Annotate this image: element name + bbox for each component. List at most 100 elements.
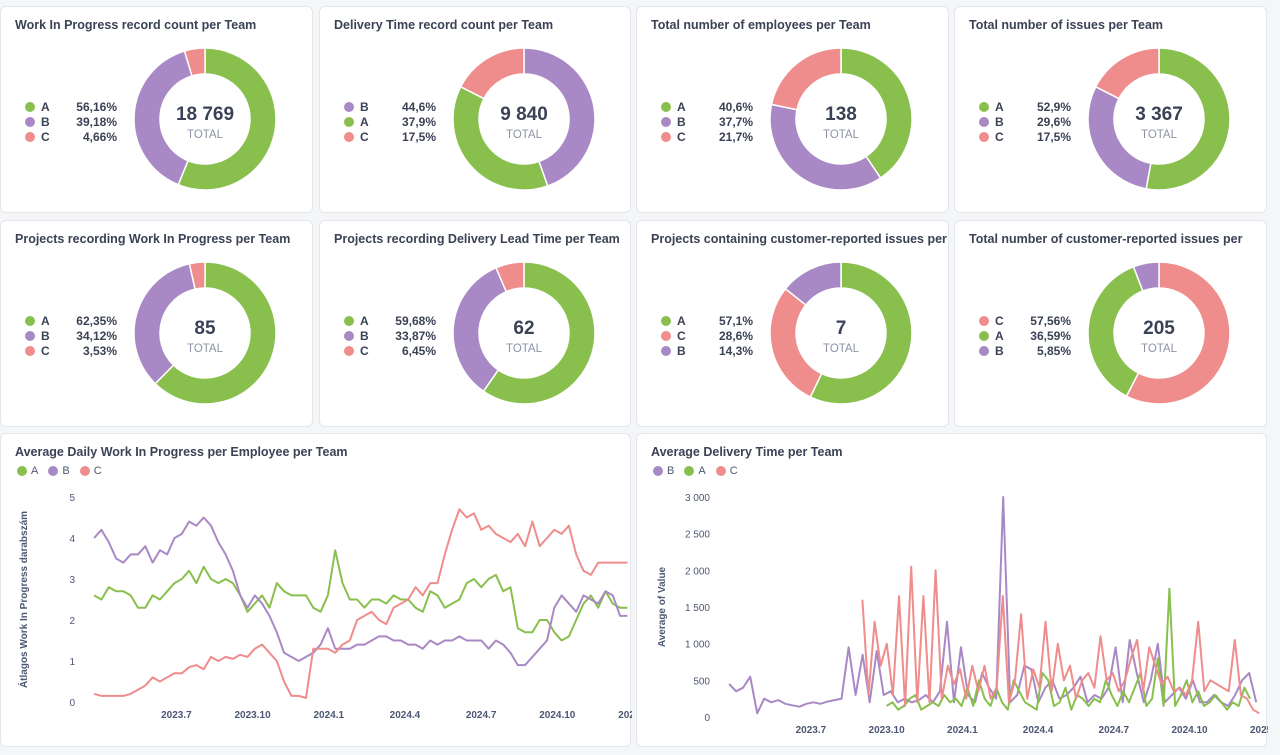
legend-dot bbox=[661, 101, 671, 112]
donut-title: Projects recording Delivery Lead Time pe… bbox=[334, 232, 620, 246]
legend-label: A bbox=[41, 313, 50, 328]
legend-pct: 44,6% bbox=[401, 99, 436, 114]
legend-item[interactable]: B 29,6% bbox=[979, 114, 1071, 129]
legend-item[interactable]: C 17,5% bbox=[344, 129, 436, 144]
donut-slice-a[interactable] bbox=[482, 261, 596, 405]
legend-item[interactable]: A 36,59% bbox=[979, 328, 1071, 343]
legend-label: C bbox=[41, 343, 50, 358]
donut-slice-c[interactable] bbox=[188, 261, 206, 290]
donut-slice-c[interactable] bbox=[769, 287, 823, 399]
y-tick-label: 1 bbox=[69, 657, 75, 668]
donut-slice-a[interactable] bbox=[809, 261, 913, 405]
legend-item[interactable]: A 56,16% bbox=[25, 99, 117, 114]
legend-item[interactable]: B 37,7% bbox=[661, 114, 753, 129]
x-tick-label: 2024.10 bbox=[1171, 725, 1208, 736]
legend-item[interactable]: B 5,85% bbox=[979, 343, 1071, 358]
legend-item-c[interactable]: C bbox=[79, 465, 102, 477]
donut-chart: 85 TOTAL bbox=[133, 261, 277, 405]
donut-total-label: TOTAL bbox=[187, 343, 224, 355]
legend-dot bbox=[979, 116, 989, 127]
legend-item-a[interactable]: A bbox=[684, 465, 706, 477]
donut-card: Delivery Time record count per Team B 44,6… bbox=[319, 6, 631, 213]
legend-label: B bbox=[360, 99, 369, 114]
delivery-line-card: Average Delivery Time per Team B A C 0 50… bbox=[636, 433, 1268, 747]
legend-item-c[interactable]: C bbox=[715, 465, 738, 477]
legend-label: B bbox=[41, 328, 50, 343]
series-line-c[interactable] bbox=[861, 565, 1260, 715]
donut-slice-a[interactable] bbox=[177, 47, 277, 191]
legend-item[interactable]: B 44,6% bbox=[344, 99, 436, 114]
legend-item[interactable]: B 34,12% bbox=[25, 328, 117, 343]
series-line-a[interactable] bbox=[93, 549, 628, 642]
donut-legend: C 57,56% A 36,59% B 5,85% bbox=[979, 313, 1071, 358]
donut-slice-a[interactable] bbox=[1145, 47, 1231, 191]
donut-slice-c[interactable] bbox=[495, 261, 525, 293]
wip-line-title: Average Daily Work In Progress per Emplo… bbox=[15, 445, 348, 459]
legend-item[interactable]: A 52,9% bbox=[979, 99, 1071, 114]
legend-dot bbox=[25, 345, 35, 356]
series-line-b[interactable] bbox=[93, 516, 628, 667]
donut-slice-b[interactable] bbox=[1132, 261, 1160, 292]
donut-total-value: 62 bbox=[513, 318, 534, 339]
donut-card: Total number of issues per Team A 52,9% B 29… bbox=[954, 6, 1267, 213]
legend-dot bbox=[344, 345, 354, 356]
donut-title: Projects containing customer-reported is… bbox=[651, 232, 947, 246]
legend-dot bbox=[344, 116, 354, 127]
donut-slice-a[interactable] bbox=[1087, 265, 1144, 398]
donut-slice-a[interactable] bbox=[154, 261, 277, 405]
legend-item[interactable]: A 40,6% bbox=[661, 99, 753, 114]
legend-item[interactable]: C 6,45% bbox=[344, 343, 436, 358]
legend-dot bbox=[979, 330, 989, 341]
legend-item[interactable]: C 4,66% bbox=[25, 129, 117, 144]
legend-item[interactable]: C 57,56% bbox=[979, 313, 1071, 328]
donut-total-label: TOTAL bbox=[1141, 129, 1178, 141]
legend-item[interactable]: C 3,53% bbox=[25, 343, 117, 358]
donut-chart: 62 TOTAL bbox=[452, 261, 596, 405]
legend-item[interactable]: C 17,5% bbox=[979, 129, 1071, 144]
legend-item[interactable]: A 37,9% bbox=[344, 114, 436, 129]
legend-item[interactable]: B 39,18% bbox=[25, 114, 117, 129]
legend-item[interactable]: B 33,87% bbox=[344, 328, 436, 343]
donut-slice-c[interactable] bbox=[183, 47, 206, 77]
legend-label: C bbox=[41, 129, 50, 144]
legend-label: C bbox=[677, 129, 686, 144]
wip-line-legend: A B C bbox=[17, 465, 112, 477]
donut-slice-b[interactable] bbox=[133, 262, 196, 385]
donut-slice-c[interactable] bbox=[1094, 47, 1160, 100]
legend-dot bbox=[25, 315, 35, 326]
legend-item[interactable]: A 57,1% bbox=[661, 313, 753, 328]
legend-item-a[interactable]: A bbox=[17, 465, 38, 477]
donut-title: Delivery Time record count per Team bbox=[334, 18, 554, 32]
legend-item[interactable]: A 62,35% bbox=[25, 313, 117, 328]
legend-pct: 36,59% bbox=[1030, 328, 1071, 343]
legend-label: A bbox=[677, 313, 686, 328]
series-line-b[interactable] bbox=[728, 496, 1258, 715]
legend-dot bbox=[979, 315, 989, 326]
series-line-c[interactable] bbox=[93, 508, 628, 699]
legend-pct: 37,9% bbox=[401, 114, 436, 129]
donut-title: Projects recording Work In Progress per … bbox=[15, 232, 291, 246]
donut-slice-a[interactable] bbox=[452, 85, 549, 191]
donut-slice-c[interactable] bbox=[770, 47, 842, 111]
legend-item[interactable]: A 59,68% bbox=[344, 313, 436, 328]
legend-label: B bbox=[360, 328, 369, 343]
legend-label: B bbox=[995, 343, 1004, 358]
donut-total-value: 9 840 bbox=[500, 104, 548, 125]
legend-dot bbox=[344, 315, 354, 326]
donut-slice-b[interactable] bbox=[133, 50, 193, 186]
delivery-line-legend: B A C bbox=[653, 465, 748, 477]
legend-item-b[interactable]: B bbox=[653, 465, 674, 477]
legend-item[interactable]: C 21,7% bbox=[661, 129, 753, 144]
donut-slice-c[interactable] bbox=[1125, 261, 1231, 405]
donut-slice-c[interactable] bbox=[459, 47, 525, 100]
donut-slice-a[interactable] bbox=[840, 47, 913, 180]
donut-slice-b[interactable] bbox=[523, 47, 596, 187]
legend-item[interactable]: C 28,6% bbox=[661, 328, 753, 343]
donut-chart: 7 TOTAL bbox=[769, 261, 913, 405]
legend-item-b[interactable]: B bbox=[48, 465, 70, 477]
x-tick-label: 2024.4 bbox=[1023, 725, 1054, 736]
legend-item[interactable]: B 14,3% bbox=[661, 343, 753, 358]
donut-slice-b[interactable] bbox=[784, 261, 842, 307]
donut-title: Total number of employees per Team bbox=[651, 18, 871, 32]
series-line-a[interactable] bbox=[886, 587, 1251, 711]
